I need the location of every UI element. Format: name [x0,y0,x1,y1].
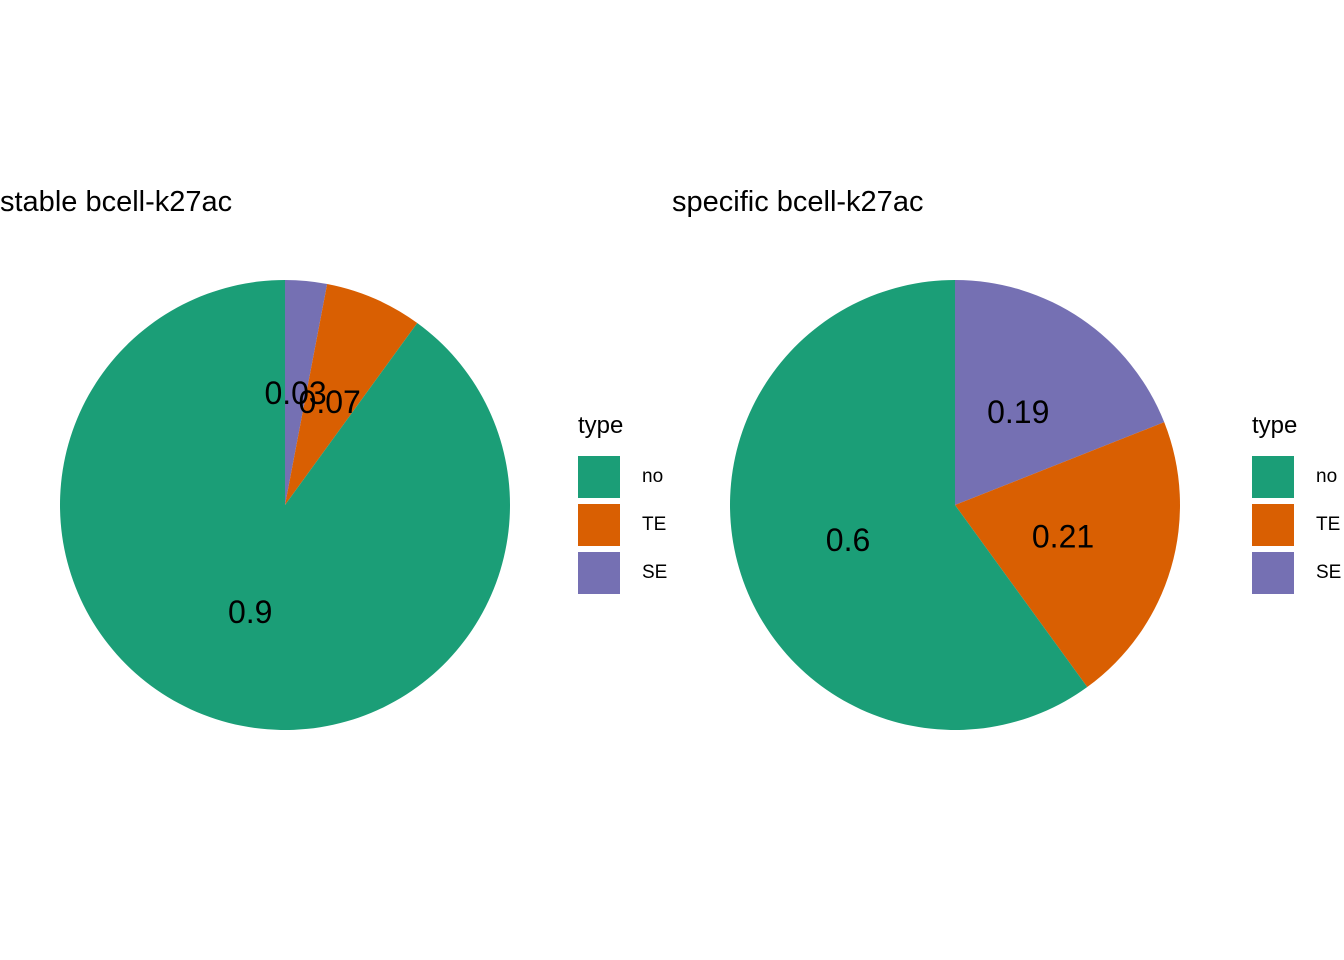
pie-slice-no [59,280,510,730]
pie-value-label-no: 0.6 [826,522,870,558]
legend-swatch-te [1252,504,1294,546]
legend-swatch-no [1252,456,1294,498]
pie-value-label-TE: 0.21 [1032,518,1094,554]
legend-item-te: TE [1252,504,1344,546]
legend-title: type [1252,412,1298,439]
legend-label-te: TE [1316,514,1341,535]
legend-label-se: SE [1316,562,1342,583]
legend-item-no: no [578,456,698,498]
panel-title-stable: stable bcell-k27ac [0,186,233,218]
legend-label-no: no [1316,466,1338,487]
pie-chart-stable: 0.030.07 0.9 [59,280,510,730]
legend-swatch-no [578,456,620,498]
legend-label-no: no [642,466,664,487]
pie-slice-SE [955,280,1165,505]
panel-title-specific: specific bcell-k27ac [672,186,924,218]
legend-item-se: SE [578,552,698,594]
legend-title: type [578,412,624,439]
legend-stable: type no TE SE [578,412,698,600]
legend-swatch-se [578,552,620,594]
pie-slice-no [729,280,1088,730]
pie-value-label-no: 0.9 [228,594,272,630]
pie-value-label-SE: 0.19 [987,394,1049,430]
legend-label-se: SE [642,562,668,583]
pie-slice-SE [285,280,328,505]
legend-label-te: TE [642,514,667,535]
legend-item-se: SE [1252,552,1344,594]
pie-slice-TE [285,283,418,505]
legend-swatch-te [578,504,620,546]
pie-value-label-SE: 0.03 [264,375,326,411]
pie-chart-specific: 0.19 0.21 0.6 [729,280,1181,730]
pie-slice-TE [955,422,1181,688]
pie-value-label-TE: 0.07 [299,384,361,420]
legend-specific: type no TE SE [1252,412,1344,600]
legend-item-te: TE [578,504,698,546]
legend-swatch-se [1252,552,1294,594]
legend-item-no: no [1252,456,1344,498]
